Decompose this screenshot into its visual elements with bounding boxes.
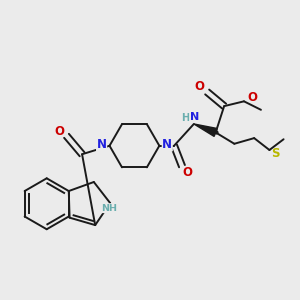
Text: O: O xyxy=(54,125,64,138)
Text: N: N xyxy=(97,138,106,151)
Text: S: S xyxy=(272,147,280,160)
Text: NH: NH xyxy=(101,204,117,213)
Text: N: N xyxy=(162,138,172,151)
Text: O: O xyxy=(183,166,193,179)
Text: H: H xyxy=(181,113,189,123)
Text: N: N xyxy=(190,112,199,122)
Polygon shape xyxy=(194,124,217,136)
Text: O: O xyxy=(194,80,204,93)
Text: O: O xyxy=(247,92,257,104)
